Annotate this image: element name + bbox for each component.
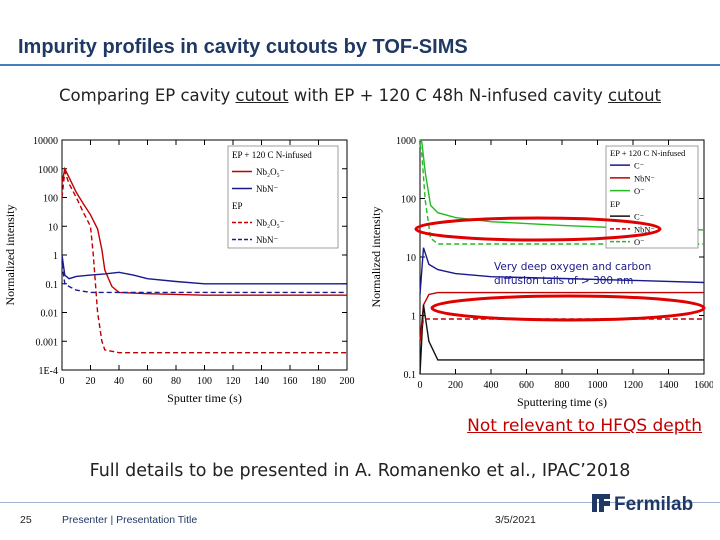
series-line-0 [61, 166, 347, 296]
x-tick-label: 40 [114, 376, 124, 387]
title-divider [0, 64, 720, 66]
logo-text: Fermilab [614, 494, 693, 515]
diffusion-annotation: Very deep oxygen and carbon diffusion ta… [494, 260, 684, 288]
legend-label: C⁻ [634, 161, 645, 171]
x-tick-label: 0 [60, 376, 65, 387]
subtitle-cutout-2: cutout [607, 86, 661, 105]
y-tick-label: 10 [406, 253, 416, 264]
legend-label: NbN⁻ [256, 235, 278, 245]
series-line-2 [419, 139, 705, 231]
series-line-0 [419, 247, 705, 295]
x-tick-label: 400 [484, 380, 499, 391]
x-tick-label: 200 [340, 376, 355, 387]
series-line-2 [61, 171, 347, 354]
highlight-ellipse-carbon [430, 294, 706, 322]
x-tick-label: 1200 [623, 380, 643, 391]
left-chart: 0 20 40 60 80 100 120 140 160 180 200 10000 1000 100 1… [3, 136, 355, 405]
x-tick-label: 100 [197, 376, 212, 387]
series-line-3 [419, 304, 704, 375]
legend-box [605, 145, 699, 249]
legend-label: O⁻ [634, 186, 645, 196]
x-axis-label: Sputter time (s) [167, 391, 242, 405]
legend-label: NbN⁻ [256, 184, 278, 194]
right-chart: 0 200 400 600 800 1000 1200 1400 1600 1000 100 10 1 0… [369, 136, 713, 409]
x-tick-label: 20 [86, 376, 96, 387]
legend-label: O⁻ [634, 237, 645, 247]
legend-label: EP [610, 199, 620, 209]
series-line-1 [419, 291, 704, 342]
y-axis-label: Normalized intensity [3, 205, 17, 306]
legend-label: EP [232, 201, 243, 211]
full-details-note: Full details to be presented in A. Roman… [89, 461, 631, 481]
not-relevant-note: Not relevant to HFQS depth [467, 416, 702, 436]
legend-label: Nb₂O₅⁻ [256, 167, 285, 177]
y-tick-label: 0.001 [36, 337, 59, 348]
legend-label: NbN⁻ [634, 173, 656, 183]
y-tick-label: 10000 [33, 136, 58, 147]
y-tick-label: 10 [48, 222, 58, 233]
legend-box [227, 145, 339, 249]
y-tick-label: 0.1 [46, 280, 59, 291]
series-line-1 [61, 254, 347, 285]
y-tick-label: 1000 [396, 136, 416, 147]
slide-number: 25 [20, 514, 32, 526]
series-line-4 [419, 318, 704, 342]
x-tick-label: 120 [226, 376, 241, 387]
x-axis-label: Sputtering time (s) [517, 395, 607, 409]
y-tick-label: 1 [411, 312, 416, 323]
footer-divider [0, 502, 720, 503]
legend-label: EP + 120 C N-infused [610, 148, 686, 158]
y-tick-label: 1E-4 [39, 366, 58, 377]
subtitle-text-1: Comparing EP cavity [59, 86, 236, 105]
x-tick-label: 1600 [694, 380, 713, 391]
x-tick-label: 140 [254, 376, 269, 387]
x-tick-label: 600 [519, 380, 534, 391]
fermilab-mark-icon [592, 494, 610, 512]
x-tick-label: 160 [283, 376, 298, 387]
legend-label: Nb₂O₅⁻ [256, 218, 285, 228]
slide-title: Impurity profiles in cavity cutouts by T… [18, 36, 468, 58]
x-tick-label: 1000 [588, 380, 608, 391]
y-axis-label: Normalized intensity [369, 207, 383, 308]
y-tick-label: 1000 [38, 165, 58, 176]
x-tick-label: 800 [555, 380, 570, 391]
annotation-line-2: diffusion tails of > 300 nm [494, 275, 634, 287]
legend-label: EP + 120 C N-infused [232, 150, 312, 160]
y-tick-label: 100 [401, 195, 416, 206]
x-tick-label: 200 [448, 380, 463, 391]
annotation-line-1: Very deep oxygen and carbon [494, 261, 652, 273]
y-tick-label: 0.1 [404, 370, 417, 381]
subtitle-cutout-1: cutout [235, 86, 289, 105]
x-tick-label: 180 [311, 376, 326, 387]
legend-label: C⁻ [634, 212, 645, 222]
highlight-ellipse-oxygen [414, 216, 662, 242]
presenter-label: Presenter | Presentation Title [62, 514, 198, 526]
slide-date: 3/5/2021 [495, 514, 536, 526]
x-tick-label: 80 [171, 376, 181, 387]
legend-label: NbN⁻ [634, 224, 656, 234]
x-tick-label: 60 [143, 376, 153, 387]
y-tick-label: 1 [53, 251, 58, 262]
y-tick-label: 100 [43, 194, 58, 205]
x-tick-label: 1400 [659, 380, 679, 391]
x-tick-label: 0 [418, 380, 423, 391]
y-tick-label: 0.01 [41, 309, 59, 320]
subtitle-text-2: with EP + 120 C 48h N-infused cavity [288, 86, 608, 105]
slide-subtitle: Comparing EP cavity cutout with EP + 120… [0, 86, 720, 105]
series-line-5 [419, 144, 704, 245]
fermilab-logo: Fermilab [592, 494, 693, 515]
